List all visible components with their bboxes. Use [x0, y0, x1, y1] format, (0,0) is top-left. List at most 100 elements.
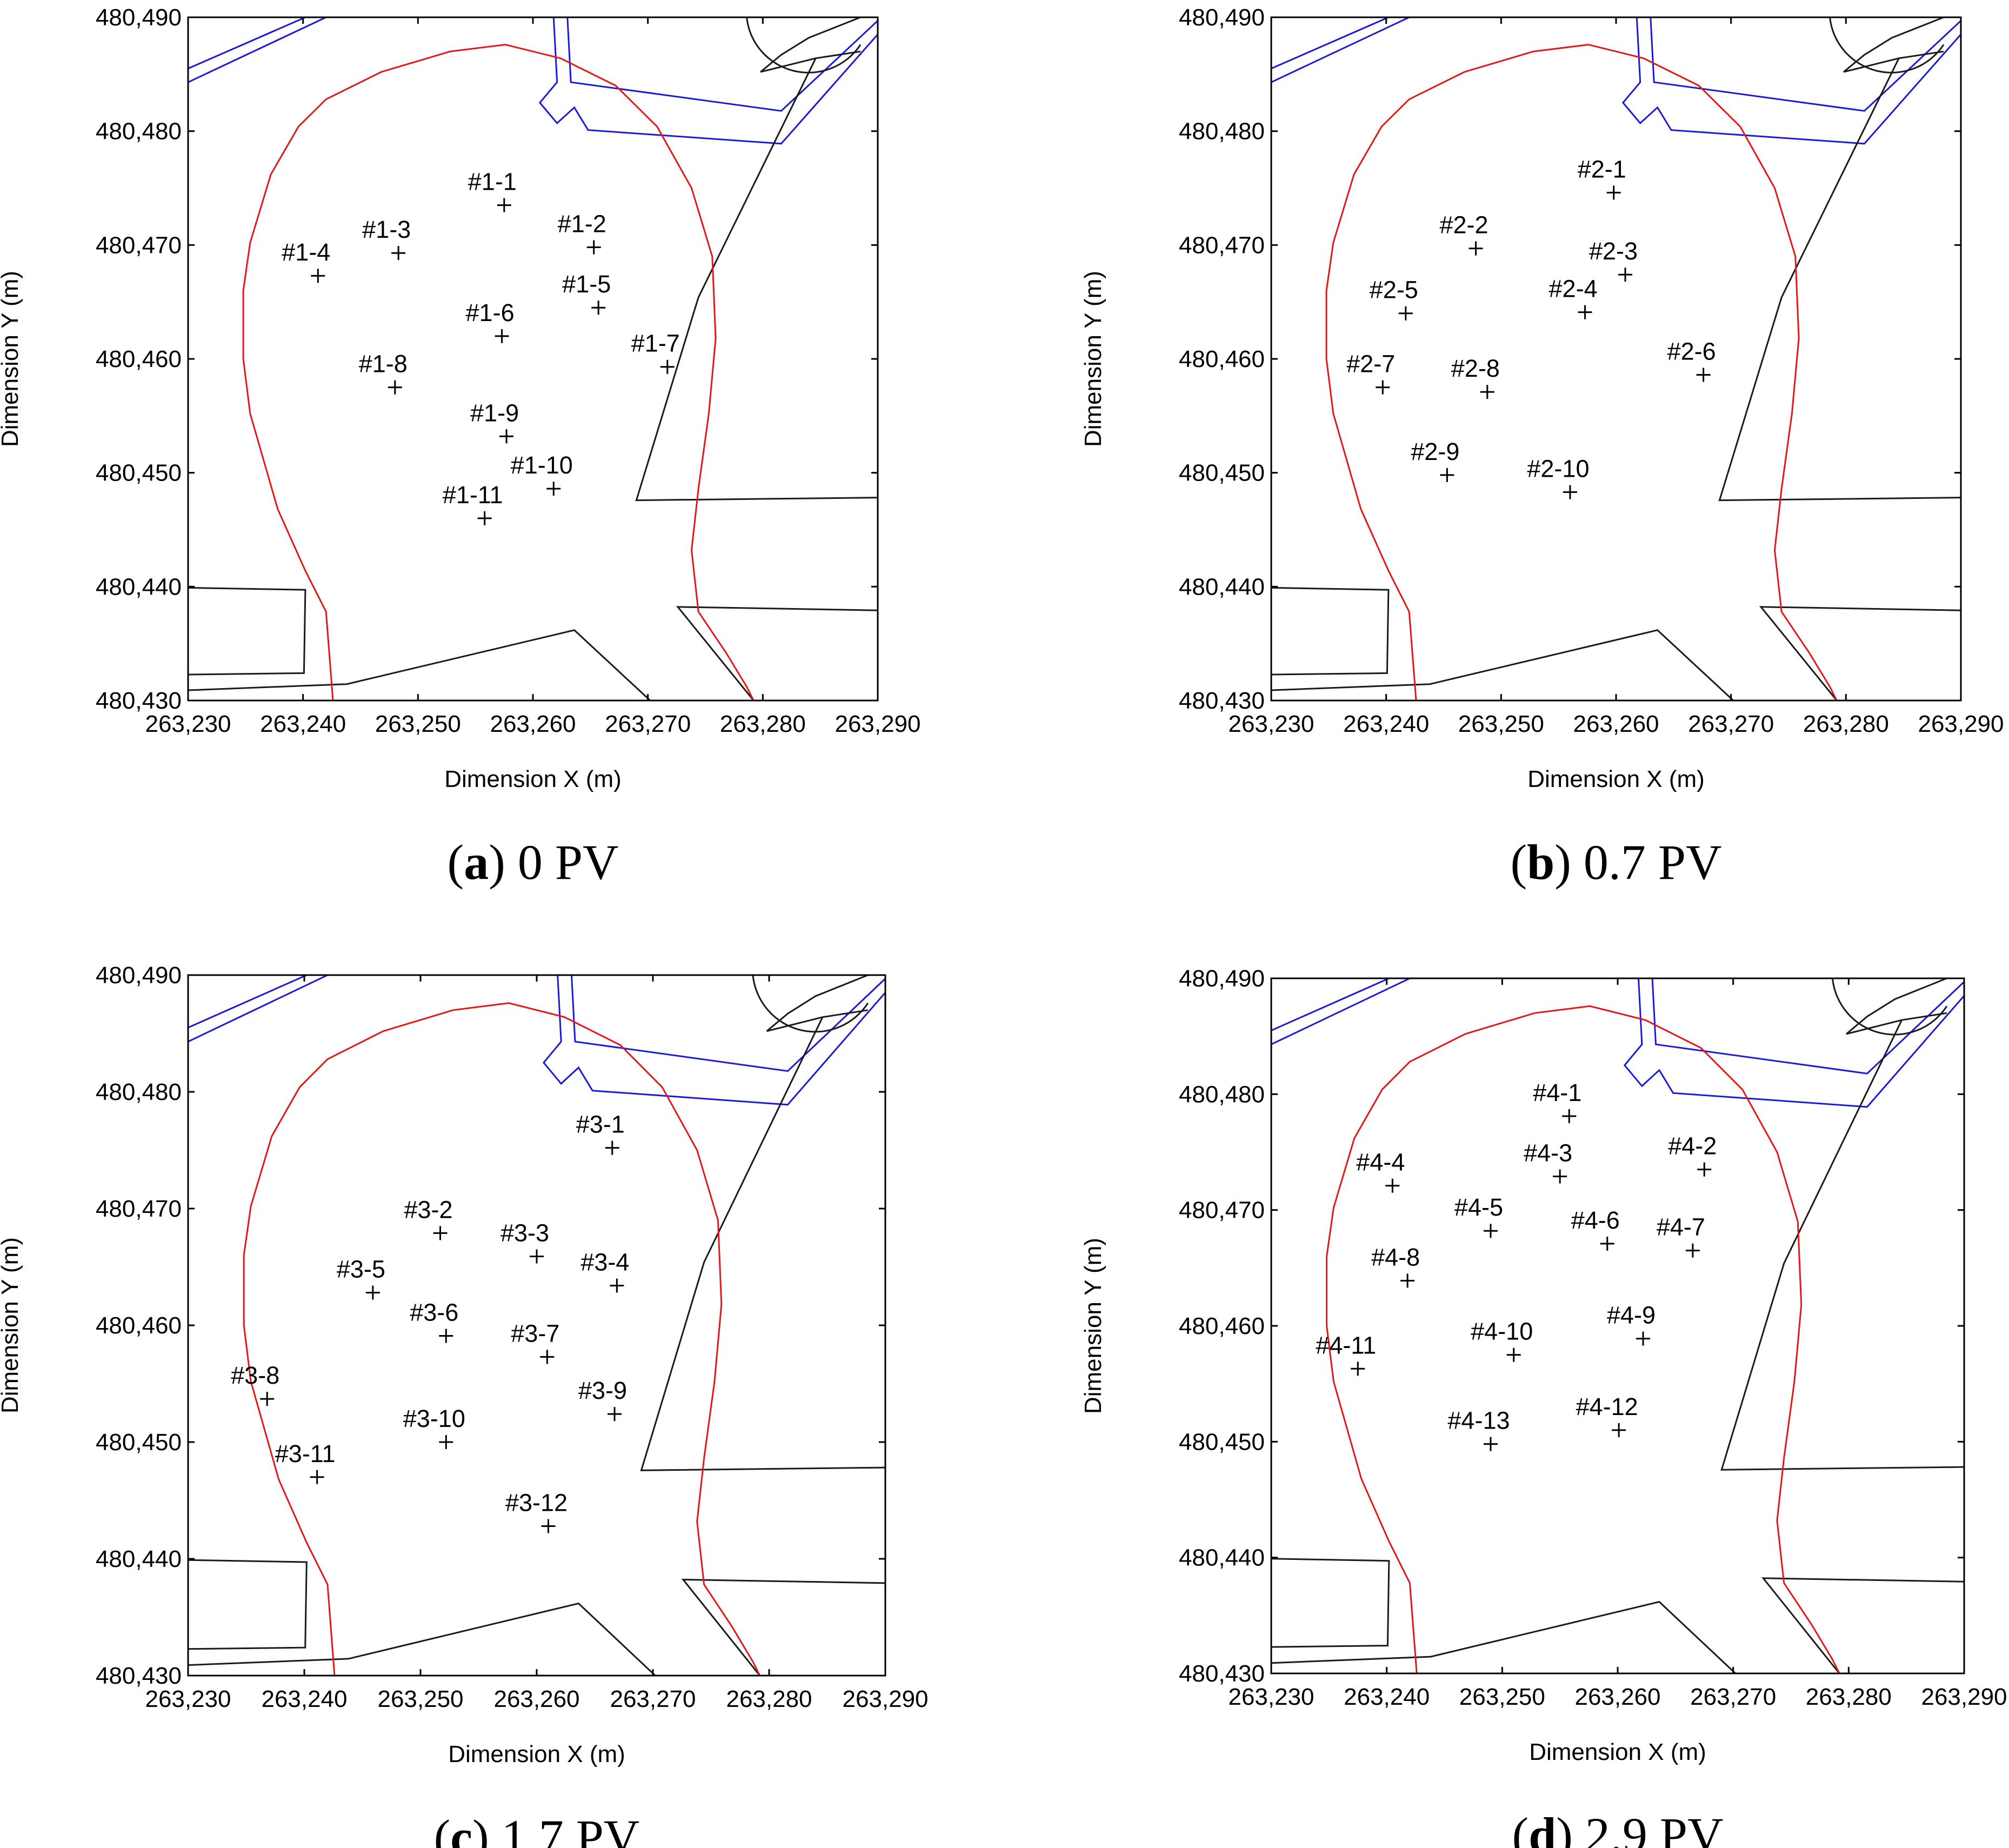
x-tick-label: 263,260 — [490, 711, 576, 737]
road-outline-line — [1271, 629, 1734, 700]
panel-caption-text: 1.7 PV — [502, 1810, 640, 1848]
y-tick-label: 480,430 — [1179, 688, 1265, 714]
sample-point-marker — [1440, 468, 1454, 482]
sample-point-marker — [433, 1226, 448, 1240]
water-channel-line — [542, 975, 885, 1106]
y-tick-label: 480,440 — [96, 573, 182, 600]
sample-point-label: #3-9 — [578, 1377, 627, 1404]
y-tick-label: 480,440 — [1179, 1545, 1265, 1571]
y-axis-label: Dimension Y (m) — [1080, 271, 1106, 447]
sample-point-marker — [495, 329, 509, 343]
sample-point-marker — [1636, 1331, 1651, 1346]
sample-point-label: #1-10 — [511, 451, 573, 479]
y-tick-label: 480,490 — [1179, 4, 1265, 31]
y-tick-label: 480,430 — [96, 688, 182, 714]
cul-de-sac-arc — [746, 17, 862, 74]
sample-point-marker — [1553, 1169, 1567, 1184]
road-outline-line — [760, 17, 861, 73]
x-tick-label: 263,230 — [145, 1686, 231, 1712]
road-outline-line — [1759, 606, 1961, 700]
sample-point-label: #4-4 — [1356, 1149, 1405, 1176]
water-channel-line — [1650, 17, 1961, 112]
y-tick-label: 480,480 — [1179, 118, 1265, 145]
y-tick-label: 480,450 — [1179, 1429, 1265, 1455]
y-tick-label: 480,460 — [1179, 346, 1265, 372]
panel-caption-text: 2.9 PV — [1585, 1807, 1724, 1848]
water-channel-line — [538, 17, 878, 145]
sample-point-label: #1-11 — [443, 481, 503, 509]
sample-point-marker — [1385, 1178, 1400, 1193]
sample-point-label: #4-8 — [1371, 1243, 1420, 1271]
plume-boundary-line — [243, 1002, 761, 1676]
y-tick-label: 480,450 — [1179, 460, 1265, 486]
x-tick-label: 263,270 — [605, 711, 691, 737]
sample-point-label: #1-3 — [362, 216, 411, 243]
y-tick-label: 480,440 — [1179, 573, 1265, 600]
x-tick-label: 263,250 — [377, 1686, 463, 1712]
sample-point-marker — [310, 1470, 324, 1484]
road-outline-line — [188, 629, 651, 700]
road-outline-line — [1271, 1600, 1736, 1673]
x-tick-label: 263,260 — [493, 1686, 579, 1712]
road-outline-line — [640, 1017, 885, 1471]
sample-point-marker — [1697, 1162, 1712, 1177]
y-tick-label: 480,470 — [96, 1196, 182, 1222]
cul-de-sac-arc — [1831, 978, 1948, 1036]
map-features — [188, 975, 885, 1676]
sample-point-marker — [1351, 1362, 1365, 1376]
road-outline-line — [188, 1602, 656, 1676]
sample-point-label: #2-1 — [1578, 155, 1626, 183]
plume-boundary-line — [1325, 44, 1838, 700]
x-tick-label: 263,230 — [1228, 711, 1314, 737]
sample-point-label: #3-12 — [505, 1489, 568, 1517]
road-outline-line — [1720, 1019, 1964, 1471]
sample-point-label: #4-7 — [1657, 1213, 1705, 1241]
y-tick-label: 480,470 — [1179, 1197, 1265, 1224]
x-axis-label: Dimension X (m) — [1529, 1739, 1706, 1765]
sample-point-marker — [439, 1435, 453, 1449]
sample-point-marker — [1562, 1109, 1577, 1124]
sample-point-label: #4-11 — [1316, 1331, 1376, 1359]
y-tick-label: 480,470 — [96, 232, 182, 258]
sample-point-label: #4-2 — [1668, 1132, 1717, 1160]
y-tick-label: 480,490 — [1179, 965, 1265, 992]
x-tick-label: 263,290 — [1921, 1684, 2007, 1710]
y-tick-label: 480,460 — [96, 346, 182, 372]
sample-point-marker — [1400, 1273, 1415, 1288]
sample-point-label: #1-6 — [466, 299, 515, 326]
panel-letter: d — [1529, 1807, 1556, 1848]
sample-point-marker — [530, 1249, 544, 1264]
sample-point-label: #3-4 — [580, 1249, 629, 1276]
x-tick-label: 263,240 — [1344, 1684, 1430, 1710]
y-tick-label: 480,480 — [1179, 1081, 1265, 1108]
sample-point-marker — [608, 1407, 622, 1422]
sample-point-marker — [1483, 1437, 1498, 1451]
plume-boundary-line — [242, 44, 755, 700]
sample-point-marker — [1469, 241, 1483, 256]
panel-letter: a — [464, 835, 489, 890]
sample-point-marker — [499, 429, 514, 444]
sample-point-label: #3-3 — [500, 1219, 549, 1247]
x-tick-label: 263,280 — [726, 1686, 812, 1712]
x-tick-label: 263,250 — [1458, 711, 1544, 737]
panel-caption: (b) 0.7 PV — [1510, 835, 1721, 890]
sample-point-marker — [497, 198, 511, 212]
water-channel-line — [566, 17, 878, 112]
y-tick-label: 480,460 — [96, 1312, 182, 1339]
map-features — [1271, 17, 1961, 700]
x-tick-label: 263,250 — [1459, 1684, 1545, 1710]
sample-point-marker — [1685, 1243, 1700, 1258]
sample-point-marker — [541, 1519, 556, 1533]
sample-point-label: #1-5 — [562, 270, 611, 298]
sample-point-label: #4-3 — [1524, 1139, 1572, 1167]
sample-point-marker — [477, 511, 492, 525]
sample-point-marker — [439, 1329, 453, 1343]
y-tick-label: 480,450 — [96, 460, 182, 486]
x-tick-label: 263,290 — [842, 1686, 928, 1712]
road-outline-line — [676, 606, 878, 700]
sample-point-marker — [1578, 305, 1592, 319]
sample-point-marker — [586, 240, 601, 255]
water-channel-line — [1271, 978, 1390, 1031]
sample-point-marker — [1618, 268, 1633, 282]
sample-point-label: #4-5 — [1454, 1193, 1503, 1221]
